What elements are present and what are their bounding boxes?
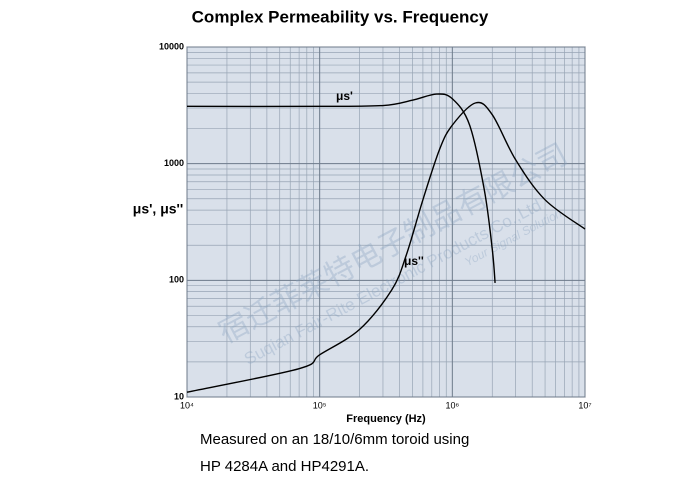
annotation: μs' [336,89,353,103]
x-tick-label: 10⁶ [445,400,459,410]
y-tick-label: 10 [174,391,184,401]
x-axis-label: Frequency (Hz) [346,413,426,425]
annotation: μs'' [404,254,424,268]
x-tick-label: 10⁵ [313,400,327,410]
chart-title: Complex Permeability vs. Frequency [192,7,489,26]
y-tick-label: 1000 [164,158,184,168]
y-tick-label: 10000 [159,41,184,51]
series-line [186,101,586,393]
y-axis-label: μs', μs'' [133,201,183,217]
caption: Measured on an 18/10/6mm toroid using [200,431,469,448]
x-tick-label: 10⁷ [578,400,591,410]
caption: HP 4284A and HP4291A. [200,458,369,475]
y-tick-label: 100 [169,275,184,285]
series-line [186,93,496,283]
x-tick-label: 10⁴ [180,400,194,410]
